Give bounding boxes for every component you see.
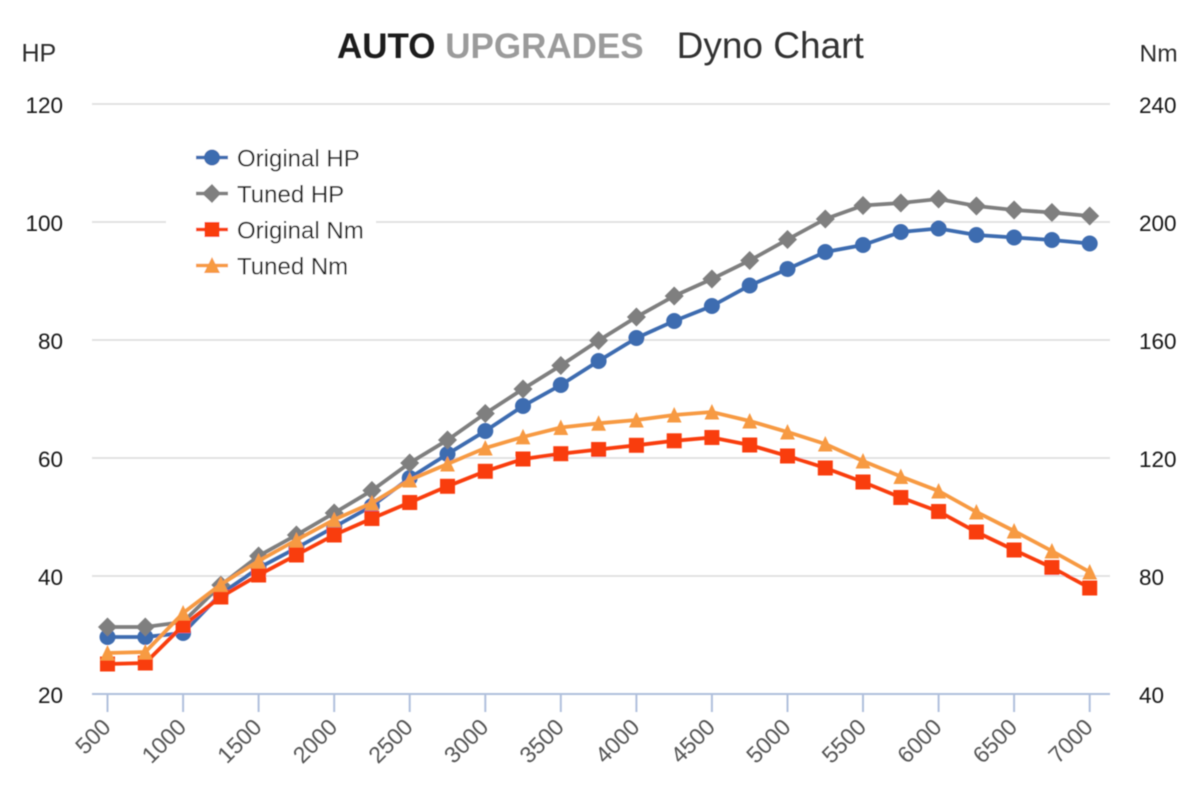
svg-text:200: 200 xyxy=(1139,211,1177,236)
svg-text:HP: HP xyxy=(22,40,57,68)
svg-text:20: 20 xyxy=(38,683,63,708)
svg-text:80: 80 xyxy=(1139,565,1164,590)
svg-text:Tuned HP: Tuned HP xyxy=(237,181,344,208)
svg-text:40: 40 xyxy=(38,565,63,590)
svg-text:Tuned Nm: Tuned Nm xyxy=(237,253,348,280)
svg-text:Original HP: Original HP xyxy=(237,145,360,172)
svg-text:40: 40 xyxy=(1139,683,1164,708)
svg-text:80: 80 xyxy=(38,329,63,354)
svg-text:Original Nm: Original Nm xyxy=(237,217,364,244)
svg-text:100: 100 xyxy=(25,211,63,236)
svg-text:160: 160 xyxy=(1139,329,1177,354)
svg-text:Nm: Nm xyxy=(1140,41,1178,68)
svg-text:120: 120 xyxy=(25,93,63,118)
svg-text:60: 60 xyxy=(38,447,63,472)
svg-text:120: 120 xyxy=(1139,447,1177,472)
svg-text:240: 240 xyxy=(1139,93,1177,118)
